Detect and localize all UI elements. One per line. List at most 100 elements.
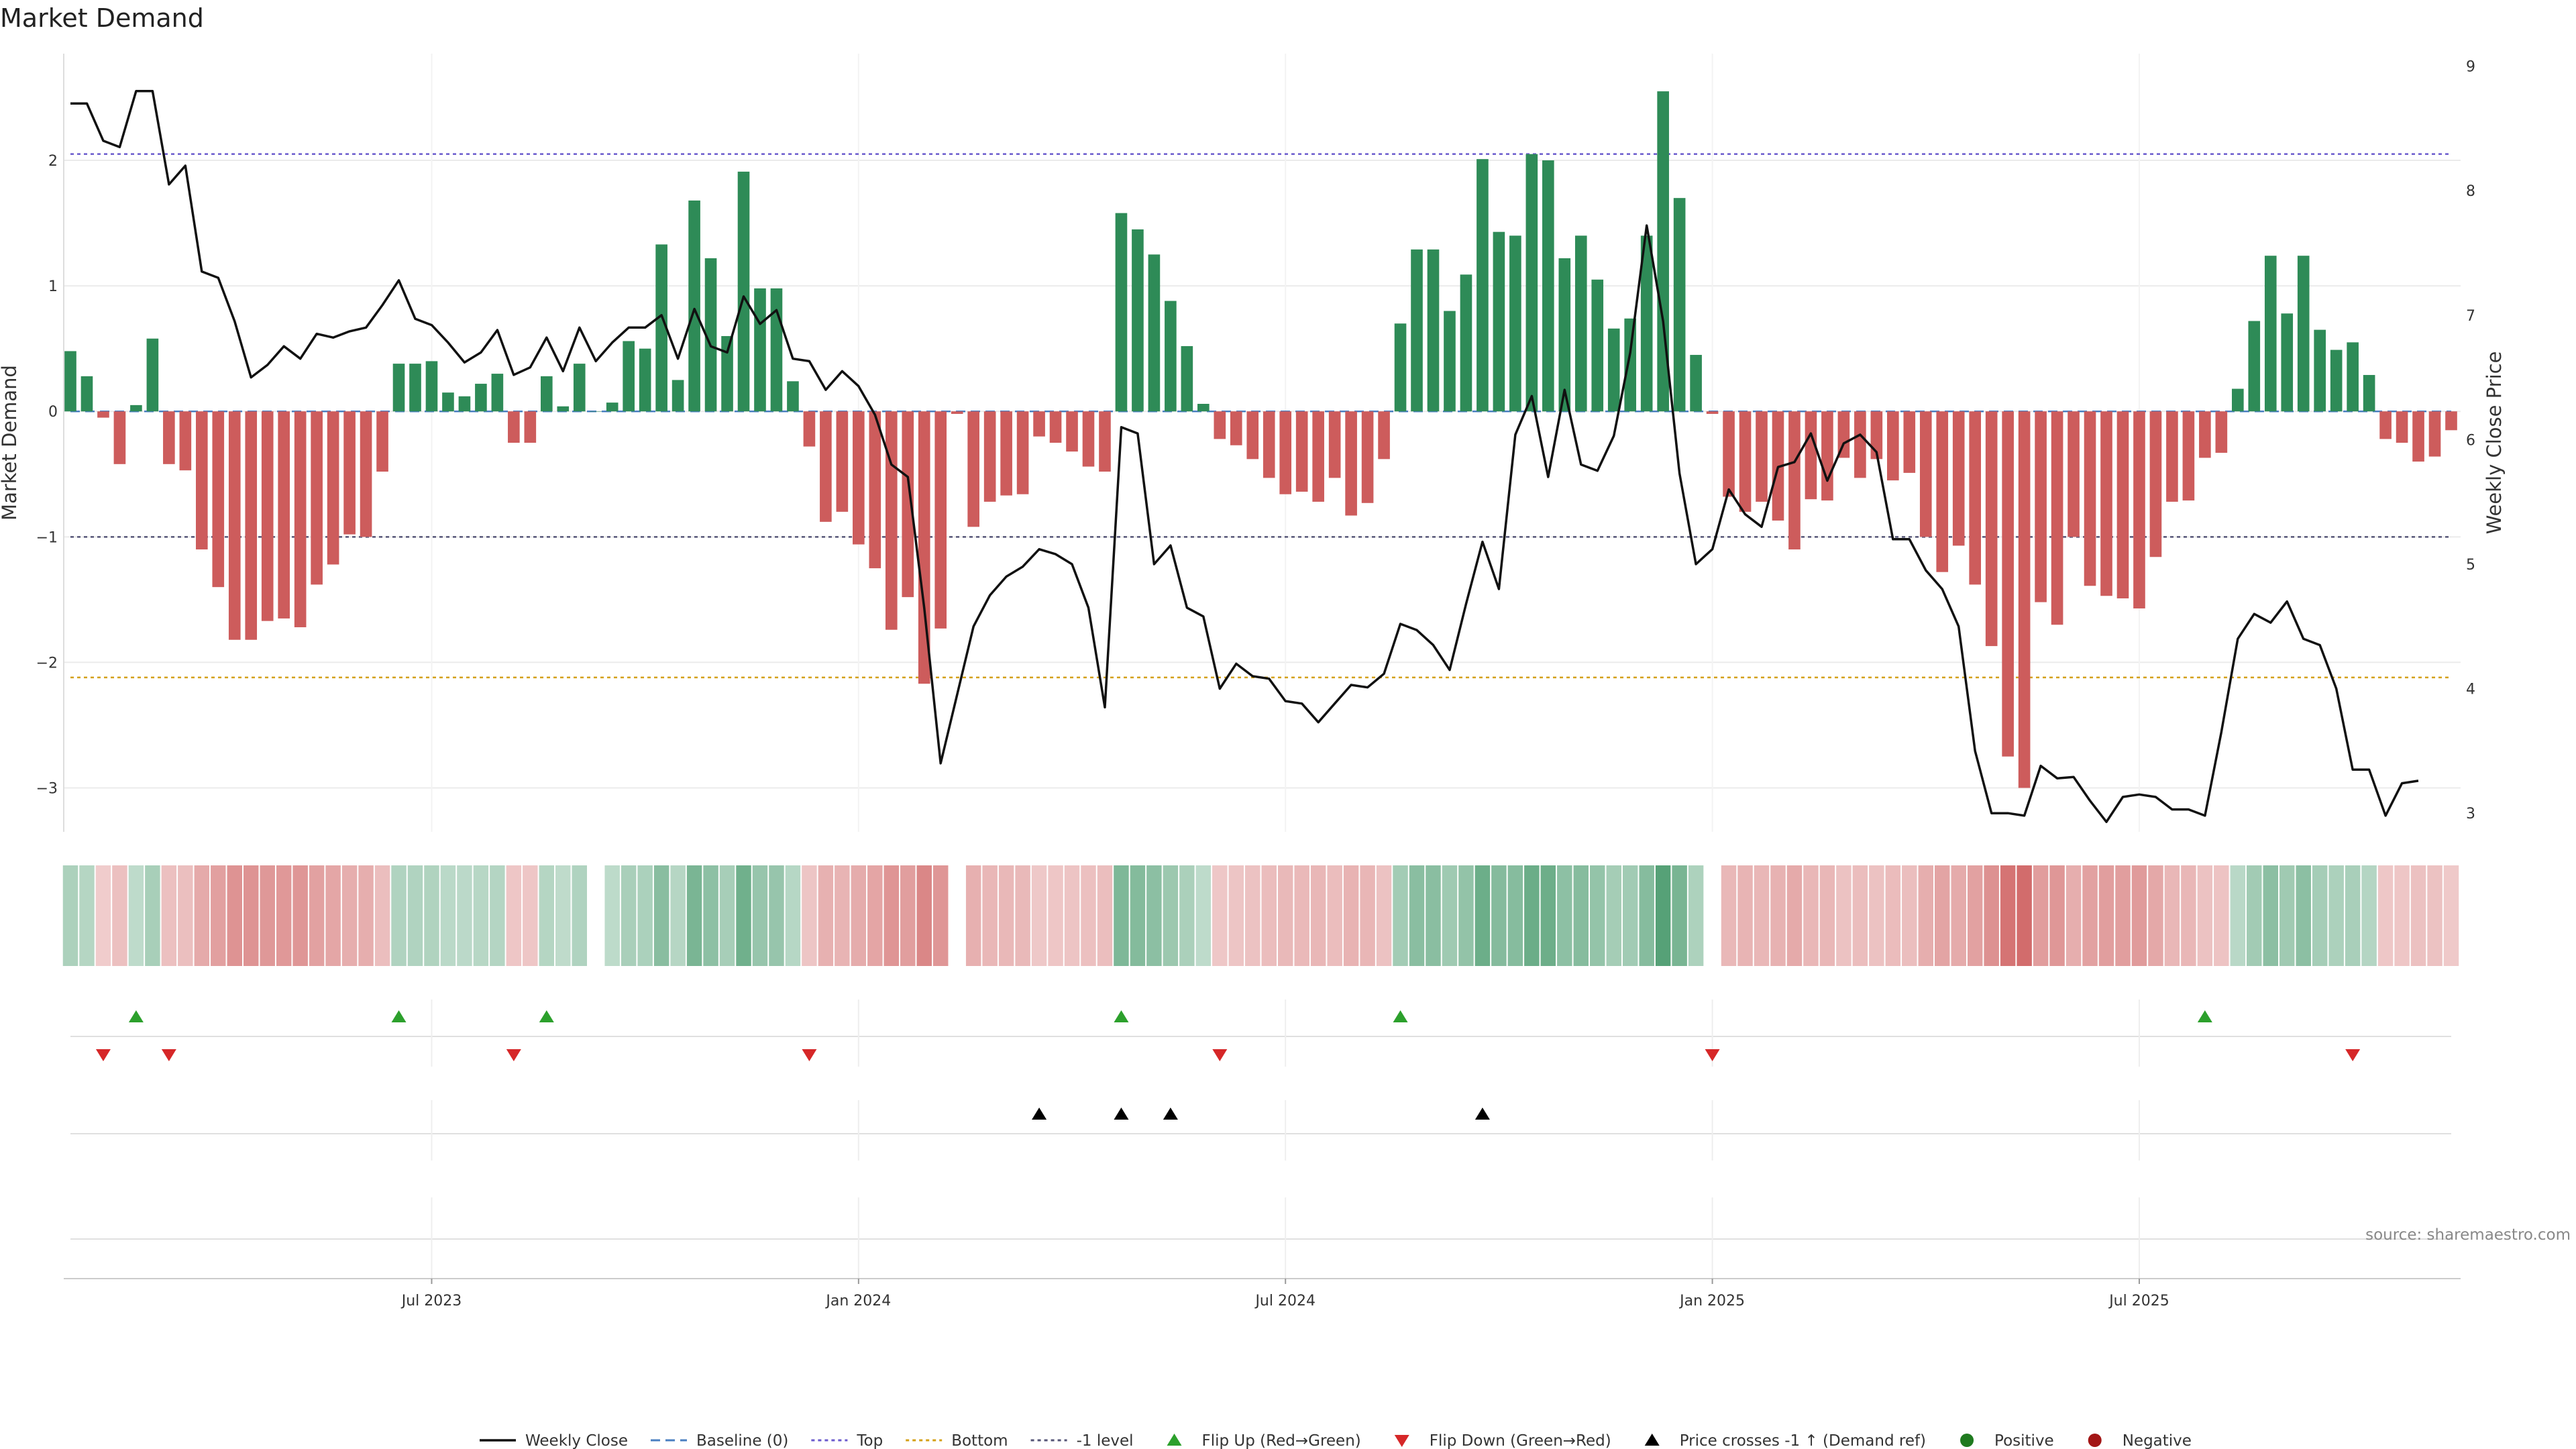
demand-bars <box>64 91 2457 788</box>
demand-bar <box>409 364 421 412</box>
heat-cell <box>1261 865 1277 966</box>
demand-bar <box>212 411 225 588</box>
demand-bar <box>1295 411 1308 492</box>
heat-cell <box>785 865 801 966</box>
flip-down-marker <box>2345 1049 2361 1061</box>
demand-bar <box>163 411 175 464</box>
left-tick-label: −3 <box>36 781 58 798</box>
x-tick-label: Jul 2025 <box>2108 1293 2169 1309</box>
heat-cell <box>2247 865 2262 966</box>
demand-bar <box>557 406 570 412</box>
heat-cell <box>1721 865 1737 966</box>
heat-cell <box>2410 865 2426 966</box>
heat-cell <box>1803 865 1819 966</box>
flip-down-marker <box>802 1049 817 1061</box>
heat-cell <box>2230 865 2246 966</box>
heat-cell <box>2394 865 2410 966</box>
demand-bar <box>2428 411 2441 457</box>
heat-cell <box>1327 865 1342 966</box>
heat-cell <box>2000 865 2016 966</box>
heat-cell <box>1540 865 1556 966</box>
demand-bar <box>278 411 290 619</box>
demand-bar <box>1016 411 1029 494</box>
demand-bar <box>1640 235 1653 412</box>
heat-cell <box>1935 865 1950 966</box>
legend-item-flip-up: Flip Up (Red→Green) <box>1167 1432 1361 1449</box>
right-tick-label: 4 <box>2466 682 2475 698</box>
demand-bar <box>228 411 241 640</box>
heat-cell <box>1869 865 1884 966</box>
demand-bar <box>343 411 356 535</box>
heat-cell <box>1048 865 1063 966</box>
demand-bar <box>360 411 372 537</box>
demand-bar <box>1723 411 1735 497</box>
legend-item-price-cross: Price crosses -1 ↑ (Demand ref) <box>1644 1432 1926 1449</box>
demand-bar <box>294 411 307 628</box>
legend-label: Negative <box>2123 1432 2192 1449</box>
x-tick-label: Jan 2024 <box>824 1293 891 1309</box>
heat-cell <box>1081 865 1096 966</box>
demand-bar <box>1394 323 1407 412</box>
demand-bar <box>1788 411 1801 550</box>
heat-cell <box>1852 865 1868 966</box>
legend-label: Top <box>856 1432 883 1449</box>
legend-item-negative: Negative <box>2088 1432 2192 1449</box>
heat-cell <box>883 865 900 966</box>
demand-bar <box>983 411 996 502</box>
flip-down-marker <box>95 1049 111 1061</box>
heat-cell <box>227 865 242 966</box>
price-cross-panel <box>70 1100 2451 1161</box>
demand-bar <box>918 411 930 684</box>
demand-bar <box>508 411 520 443</box>
legend-item-top: Top <box>811 1432 883 1449</box>
legend-item-baseline: Baseline (0) <box>650 1432 788 1449</box>
left-tick-label: −2 <box>36 655 58 672</box>
heat-cell <box>2131 865 2147 966</box>
demand-bar <box>1230 411 1242 445</box>
legend-label: Positive <box>1994 1432 2054 1449</box>
heat-cell <box>292 865 308 966</box>
demand-bar <box>540 376 553 412</box>
heat-cell <box>818 865 834 966</box>
legend: Weekly Close Baseline (0) Top Bottom -1 leve… <box>480 1432 2192 1449</box>
heat-cell <box>1179 865 1195 966</box>
price-cross-marker <box>1114 1108 1129 1120</box>
heat-cell <box>2279 865 2295 966</box>
heat-cell <box>145 865 160 966</box>
heat-cell <box>1902 865 1917 966</box>
heat-cell <box>932 865 949 966</box>
demand-bar <box>1756 411 1768 502</box>
demand-bar <box>2018 411 2031 788</box>
demand-bar <box>195 411 208 550</box>
demand-bar <box>1936 411 1949 572</box>
heat-cell <box>2181 865 2196 966</box>
heat-cell <box>2065 865 2082 966</box>
empty-panel <box>70 1197 2451 1278</box>
demand-bar <box>787 381 799 412</box>
heat-cell <box>490 865 505 966</box>
demand-bar <box>1574 235 1587 412</box>
demand-bar <box>885 411 898 630</box>
heat-cell <box>1245 865 1260 966</box>
heat-cell <box>2345 865 2361 966</box>
legend-label: -1 level <box>1077 1432 1134 1449</box>
heat-cell <box>1606 865 1621 966</box>
demand-bar <box>1591 279 1604 412</box>
heat-cell <box>736 865 751 966</box>
weekly-close-line <box>70 89 2419 823</box>
heat-cell <box>2164 865 2180 966</box>
demand-bar <box>2264 256 2277 412</box>
demand-bar <box>853 411 865 545</box>
demand-bar <box>1837 411 1850 458</box>
demand-bar <box>590 411 602 412</box>
demand-bar <box>2166 411 2178 502</box>
demand-bar <box>1082 411 1095 467</box>
heat-cell <box>1277 865 1293 966</box>
heat-cell <box>276 865 292 966</box>
heat-cell <box>211 865 226 966</box>
flip-up-marker <box>1114 1010 1129 1022</box>
left-axis-label: Market Demand <box>0 365 21 521</box>
demand-bar <box>1378 411 1390 460</box>
demand-bar <box>1739 411 1752 512</box>
